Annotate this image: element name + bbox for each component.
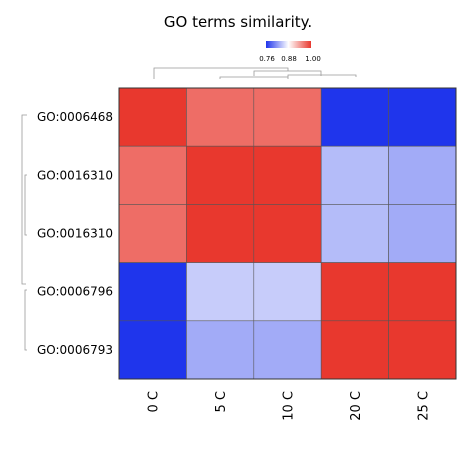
- column-label: 20 C: [349, 391, 364, 421]
- legend-tick-max: 1.00: [305, 55, 321, 63]
- row-label: GO:0006468: [37, 110, 113, 124]
- heatmap-cell: [388, 145, 457, 205]
- heatmap-cell: [388, 320, 457, 380]
- heatmap-cell: [388, 204, 457, 263]
- heatmap-cell: [253, 320, 322, 380]
- heatmap-cell: [186, 204, 255, 263]
- heatmap-cell: [186, 145, 255, 205]
- heatmap-cell: [320, 145, 389, 205]
- row-label: GO:0006793: [37, 343, 113, 357]
- heatmap-cell: [118, 320, 187, 380]
- heatmap-cell: [253, 204, 322, 263]
- heatmap-cell: [186, 262, 255, 322]
- row-label: GO:0016310: [37, 168, 113, 182]
- column-dendrogram: [153, 67, 357, 79]
- row-label: GO:0016310: [37, 227, 113, 241]
- legend-tick-min: 0.76: [259, 55, 275, 63]
- column-label: 0 C: [147, 391, 162, 412]
- heatmap-cell: [388, 262, 457, 322]
- legend-tick-mid: 0.88: [281, 55, 297, 63]
- row-labels: GO:0006468 GO:0016310 GO:0016310 GO:0006796…: [37, 110, 113, 357]
- row-label: GO:0006796: [37, 285, 113, 299]
- heatmap-cell: [118, 204, 187, 263]
- column-label: 5 C: [214, 391, 229, 412]
- heatmap-cell: [253, 87, 322, 147]
- heatmap-cells: [118, 87, 457, 380]
- heatmap-cell: [186, 320, 255, 380]
- heatmap-cell: [118, 87, 187, 147]
- chart-title: GO terms similarity.: [164, 13, 312, 31]
- heatmap-cell: [320, 320, 389, 380]
- row-dendrogram: [21, 114, 27, 351]
- heatmap-cell: [253, 262, 322, 322]
- legend-color-bar: [266, 41, 311, 48]
- heatmap-cell: [320, 262, 389, 322]
- heatmap-cell: [253, 145, 322, 205]
- heatmap-cell: [388, 87, 457, 147]
- heatmap-cell: [320, 87, 389, 147]
- heatmap-cell: [118, 145, 187, 205]
- heatmap-border: [118, 87, 457, 380]
- column-labels: 0 C 5 C 10 C 20 C 25 C: [147, 391, 432, 421]
- column-label: 25 C: [416, 391, 431, 421]
- heatmap-cell: [320, 204, 389, 263]
- heatmap-cell: [118, 262, 187, 322]
- heatmap-cell: [186, 87, 255, 147]
- column-label: 10 C: [282, 391, 297, 421]
